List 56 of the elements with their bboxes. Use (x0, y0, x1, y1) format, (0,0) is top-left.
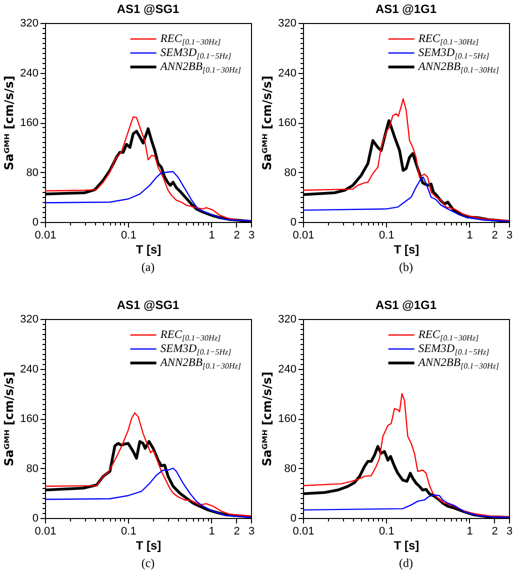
x-tick-label: 3 (506, 526, 513, 538)
x-axis-title: T [s] (394, 538, 420, 552)
y-tick-label: 0 (290, 216, 296, 228)
x-axis-title: T [s] (394, 242, 420, 256)
y-tick-label: 320 (20, 18, 38, 30)
x-tick-label: 2 (234, 230, 240, 242)
y-axis-title: Saᴳᴹᴴ [cm/s/s] (260, 76, 274, 170)
y-tick-label: 160 (20, 117, 38, 129)
y-tick-label: 80 (284, 462, 296, 475)
x-tick-label: 1 (466, 526, 473, 538)
text: (a) (141, 260, 155, 274)
x-tick-label: 1 (466, 230, 473, 242)
y-tick-label: 160 (278, 413, 296, 425)
chart-title: AS1 @SG1 (116, 298, 180, 312)
y-tick-label: 240 (278, 67, 296, 80)
y-axis-title: Saᴳᴹᴴ [cm/s/s] (260, 372, 274, 466)
x-tick-label: 0.1 (121, 230, 136, 242)
y-tick-label: 240 (278, 363, 296, 376)
y-tick-label: 80 (26, 462, 38, 475)
x-tick-label: 0.01 (34, 526, 56, 538)
x-tick-label: 0.1 (379, 526, 394, 538)
y-tick-label: 160 (278, 117, 296, 129)
text: (d) (399, 556, 413, 570)
x-tick-label: 2 (492, 526, 498, 538)
y-tick-label: 320 (278, 314, 296, 326)
x-tick-label: 3 (506, 230, 513, 242)
text: (b) (399, 260, 413, 274)
y-tick-label: 240 (20, 67, 38, 80)
chart-title: AS1 @1G1 (375, 2, 437, 16)
x-tick-label: 0.1 (121, 526, 136, 538)
x-axis-title: T [s] (136, 242, 162, 256)
y-tick-label: 80 (26, 166, 38, 179)
y-tick-label: 0 (290, 512, 296, 524)
x-tick-label: 0.01 (292, 230, 314, 242)
x-tick-label: 0.01 (34, 230, 56, 242)
y-tick-label: 80 (284, 166, 296, 179)
x-tick-label: 0.1 (379, 230, 394, 242)
x-tick-label: 0.01 (292, 526, 314, 538)
chart-title: AS1 @1G1 (375, 298, 437, 312)
y-axis-title: Saᴳᴹᴴ [cm/s/s] (2, 372, 16, 466)
y-axis-title: Saᴳᴹᴴ [cm/s/s] (2, 76, 16, 170)
x-tick-label: 3 (248, 526, 255, 538)
x-tick-label: 2 (234, 526, 240, 538)
x-tick-label: 1 (208, 230, 215, 242)
text: (c) (141, 556, 155, 570)
y-tick-label: 320 (278, 18, 296, 30)
x-axis-title: T [s] (136, 538, 162, 552)
y-tick-label: 320 (20, 314, 38, 326)
x-tick-label: 3 (248, 230, 255, 242)
x-tick-label: 2 (492, 230, 498, 242)
y-tick-label: 160 (20, 413, 38, 425)
y-tick-label: 0 (32, 512, 38, 524)
y-tick-label: 240 (20, 363, 38, 376)
chart-title: AS1 @SG1 (116, 2, 180, 16)
y-tick-label: 0 (32, 216, 38, 228)
x-tick-label: 1 (208, 526, 215, 538)
